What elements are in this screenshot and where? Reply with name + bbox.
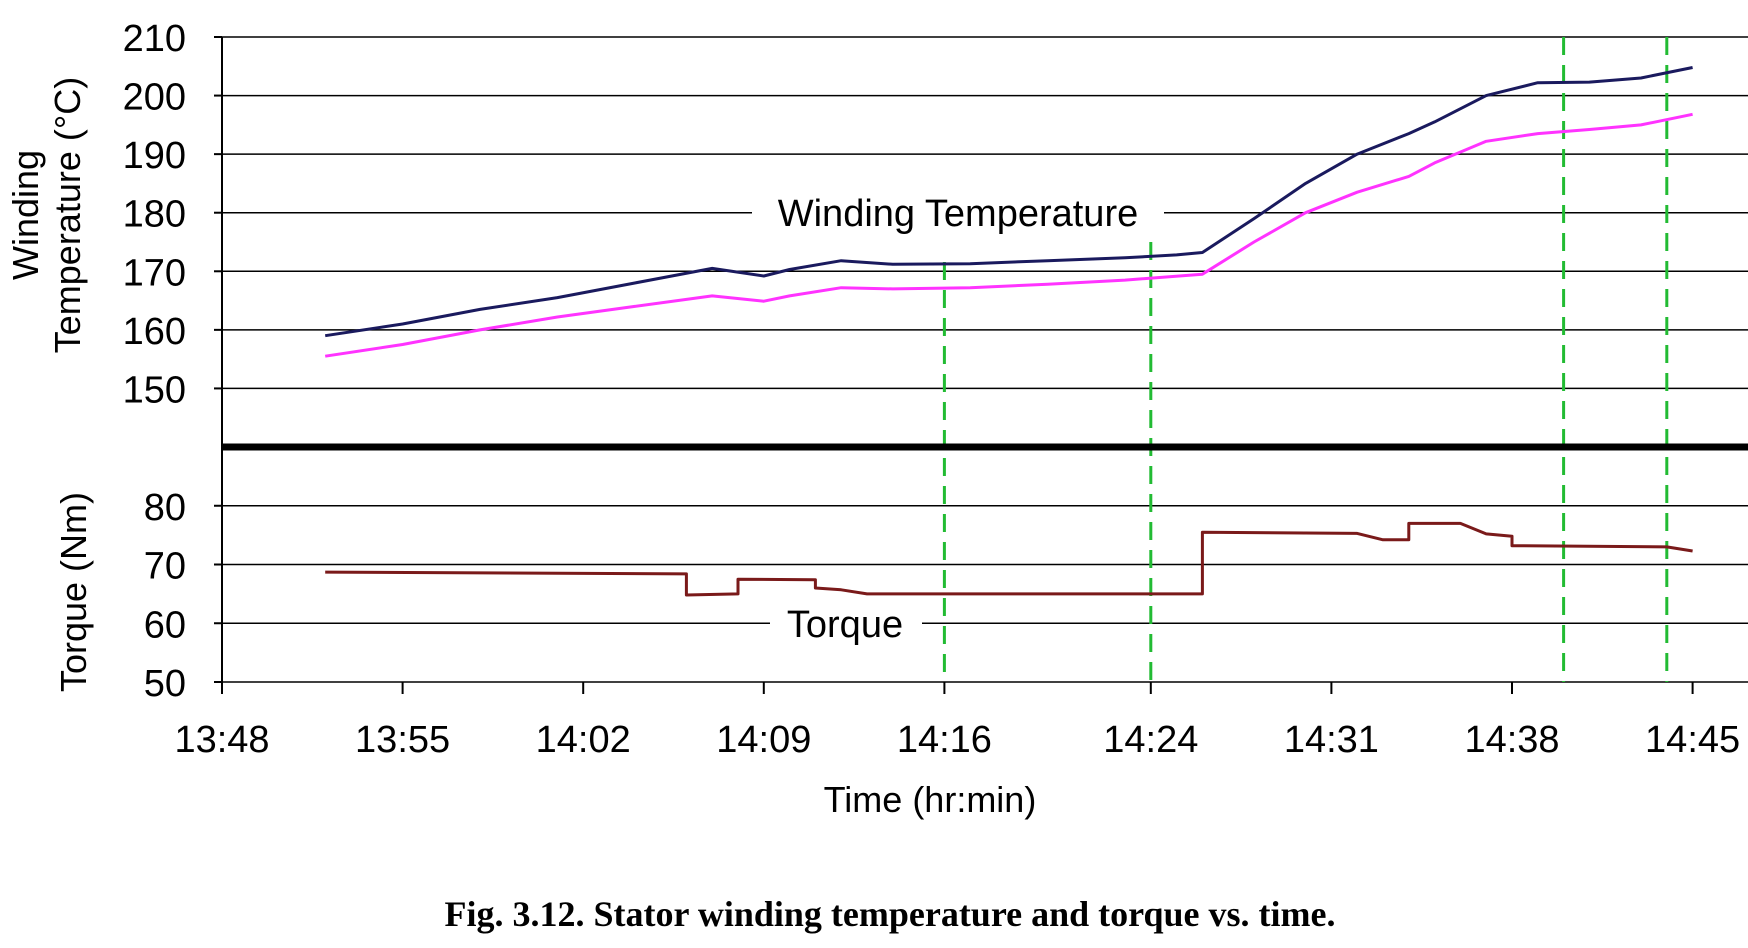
x-tick-label: 14:24 bbox=[1103, 719, 1198, 761]
temperature-series-line-1 bbox=[324, 112, 1693, 358]
torque-y-tick-label: 60 bbox=[144, 604, 186, 646]
temperature-y-tick-label: 160 bbox=[123, 311, 186, 353]
figure-caption: Fig. 3.12. Stator winding temperature an… bbox=[445, 894, 1336, 934]
torque-y-tick-label: 50 bbox=[144, 663, 186, 705]
x-tick-label: 14:45 bbox=[1645, 719, 1740, 761]
x-tick-label: 13:48 bbox=[174, 719, 269, 761]
torque-y-tick-label: 70 bbox=[144, 546, 186, 588]
temperature-y-tick-label: 190 bbox=[123, 135, 186, 177]
temperature-y-tick-label: 170 bbox=[123, 252, 186, 294]
x-tick-label: 14:02 bbox=[536, 719, 631, 761]
series-lines bbox=[324, 66, 1693, 597]
temperature-y-tick-label: 200 bbox=[123, 77, 186, 119]
torque-annotation: Torque bbox=[787, 604, 903, 646]
temperature-y-tick-label: 180 bbox=[123, 194, 186, 236]
x-tick-label: 14:09 bbox=[716, 719, 811, 761]
torque-y-axis-title: Torque (Nm) bbox=[53, 492, 94, 692]
event-markers bbox=[942, 37, 1669, 682]
x-tick-label: 13:55 bbox=[355, 719, 450, 761]
temperature-series-line-0 bbox=[324, 66, 1693, 338]
temperature-y-axis-title-line2: Temperature (°C) bbox=[47, 77, 88, 353]
gridlines bbox=[222, 36, 1748, 683]
temperature-y-axis-title-line1: Winding bbox=[5, 150, 46, 280]
x-tick-label: 14:31 bbox=[1284, 719, 1379, 761]
temperature-y-tick-label: 150 bbox=[123, 369, 186, 411]
temperature-annotation: Winding Temperature bbox=[778, 193, 1138, 235]
temperature-annotation-bg bbox=[752, 186, 1164, 238]
torque-series-line-0 bbox=[325, 521, 1693, 597]
x-tick-label: 14:16 bbox=[897, 719, 992, 761]
temperature-y-tick-label: 210 bbox=[123, 18, 186, 60]
x-tick-label: 14:38 bbox=[1464, 719, 1559, 761]
torque-y-tick-label: 80 bbox=[144, 487, 186, 529]
axes: 150 160 170 180 190 200 210 50 60 70 80 13:48 13:55 1… bbox=[123, 18, 1748, 761]
torque-annotation-bg bbox=[770, 597, 922, 649]
x-axis-title: Time (hr:min) bbox=[824, 779, 1037, 820]
